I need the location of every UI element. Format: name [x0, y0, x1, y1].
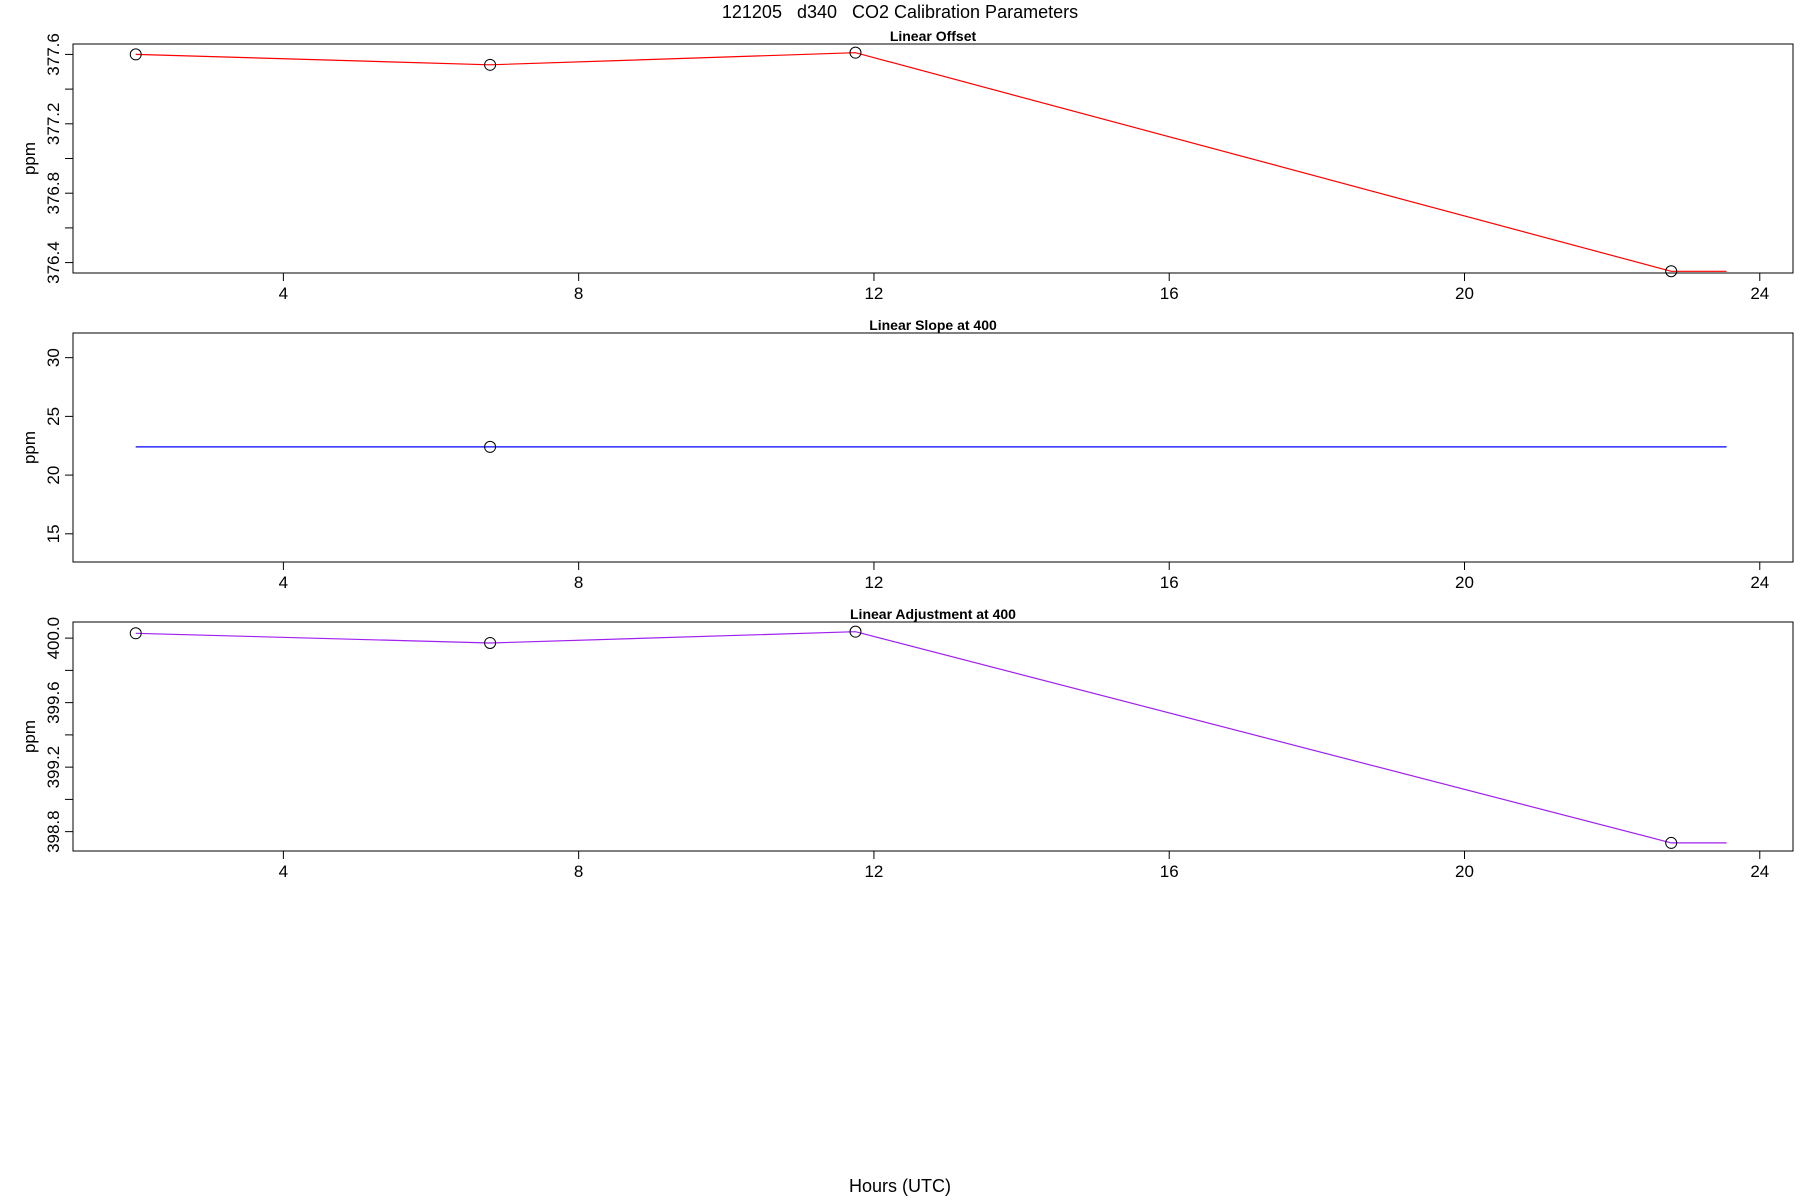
linear-offset-x-tick-label: 24 [1750, 284, 1769, 303]
linear-offset-y-tick-label: 377.2 [44, 103, 63, 146]
figure-title: 121205 d340 CO2 Calibration Parameters [721, 2, 1079, 22]
linear-adjustment-at-400-data-point [849, 625, 862, 638]
linear-slope-at-400-x-tick-label: 8 [574, 573, 583, 592]
linear-offset-panel-title: Linear Offset [890, 28, 977, 44]
linear-adjustment-at-400-panel-title: Linear Adjustment at 400 [850, 606, 1016, 622]
linear-offset-x-tick-label: 4 [279, 284, 288, 303]
linear-adjustment-at-400-data-point [129, 627, 142, 640]
linear-adjustment-at-400-x-tick-label: 24 [1750, 862, 1769, 881]
linear-slope-at-400-y-tick-label: 30 [44, 348, 63, 367]
linear-slope-at-400-plot-frame [72, 332, 1794, 563]
linear-offset-y-axis-label: ppm [20, 142, 39, 175]
panel-linear-offset: Linear Offset 4 8 12 16 20 24 376.4 376.8 377.2 37… [20, 28, 1794, 303]
linear-adjustment-at-400-y-tick-label: 399.2 [44, 746, 63, 789]
linear-slope-at-400-x-tick-label: 24 [1750, 573, 1769, 592]
linear-adjustment-at-400-plot-frame [72, 621, 1794, 852]
linear-offset-y-tick-label: 377.6 [44, 33, 63, 76]
panel-linear-adjustment-at-400: Linear Adjustment at 400 4 8 12 16 20 24 398.8 3… [20, 606, 1794, 881]
linear-slope-at-400-y-axis-label: ppm [20, 431, 39, 464]
linear-slope-at-400-y-tick-label: 25 [44, 407, 63, 426]
linear-offset-data-point [129, 48, 142, 61]
linear-offset-y-tick-label: 376.4 [44, 241, 63, 284]
x-axis-title: Hours (UTC) [849, 1176, 951, 1196]
linear-slope-at-400-x-tick-label: 20 [1455, 573, 1474, 592]
linear-slope-at-400-x-tick-label: 12 [864, 573, 883, 592]
linear-slope-at-400-y-tick-label: 20 [44, 466, 63, 485]
linear-adjustment-at-400-y-tick-label: 400.0 [44, 617, 63, 660]
linear-adjustment-at-400-y-tick-label: 399.6 [44, 681, 63, 724]
linear-adjustment-at-400-data-point [484, 636, 497, 649]
linear-offset-data-point [484, 58, 497, 71]
linear-adjustment-at-400-series-line [135, 631, 1727, 844]
linear-slope-at-400-x-tick-label: 4 [279, 573, 288, 592]
linear-offset-x-tick-label: 16 [1160, 284, 1179, 303]
linear-offset-data-point [849, 46, 862, 59]
linear-adjustment-at-400-y-tick-label: 398.8 [44, 810, 63, 853]
linear-slope-at-400-y-tick-label: 15 [44, 524, 63, 543]
linear-slope-at-400-x-tick-label: 16 [1160, 573, 1179, 592]
linear-offset-plot-frame [72, 43, 1794, 274]
linear-offset-x-tick-label: 12 [864, 284, 883, 303]
panel-linear-slope-at-400: Linear Slope at 400 4 8 12 16 20 24 15 20 25 30 ppm [20, 317, 1794, 592]
linear-adjustment-at-400-x-tick-label: 12 [864, 862, 883, 881]
linear-adjustment-at-400-x-tick-label: 4 [279, 862, 288, 881]
linear-offset-y-tick-label: 376.8 [44, 172, 63, 215]
linear-adjustment-at-400-x-tick-label: 8 [574, 862, 583, 881]
linear-adjustment-at-400-data-point [1665, 836, 1678, 849]
linear-offset-data-point [1665, 265, 1678, 278]
linear-slope-at-400-panel-title: Linear Slope at 400 [869, 317, 997, 333]
linear-offset-x-tick-label: 20 [1455, 284, 1474, 303]
linear-adjustment-at-400-x-tick-label: 20 [1455, 862, 1474, 881]
linear-adjustment-at-400-y-axis-label: ppm [20, 720, 39, 753]
linear-offset-x-tick-label: 8 [574, 284, 583, 303]
linear-adjustment-at-400-x-tick-label: 16 [1160, 862, 1179, 881]
linear-offset-series-line [135, 52, 1727, 272]
linear-slope-at-400-data-point [484, 440, 497, 453]
